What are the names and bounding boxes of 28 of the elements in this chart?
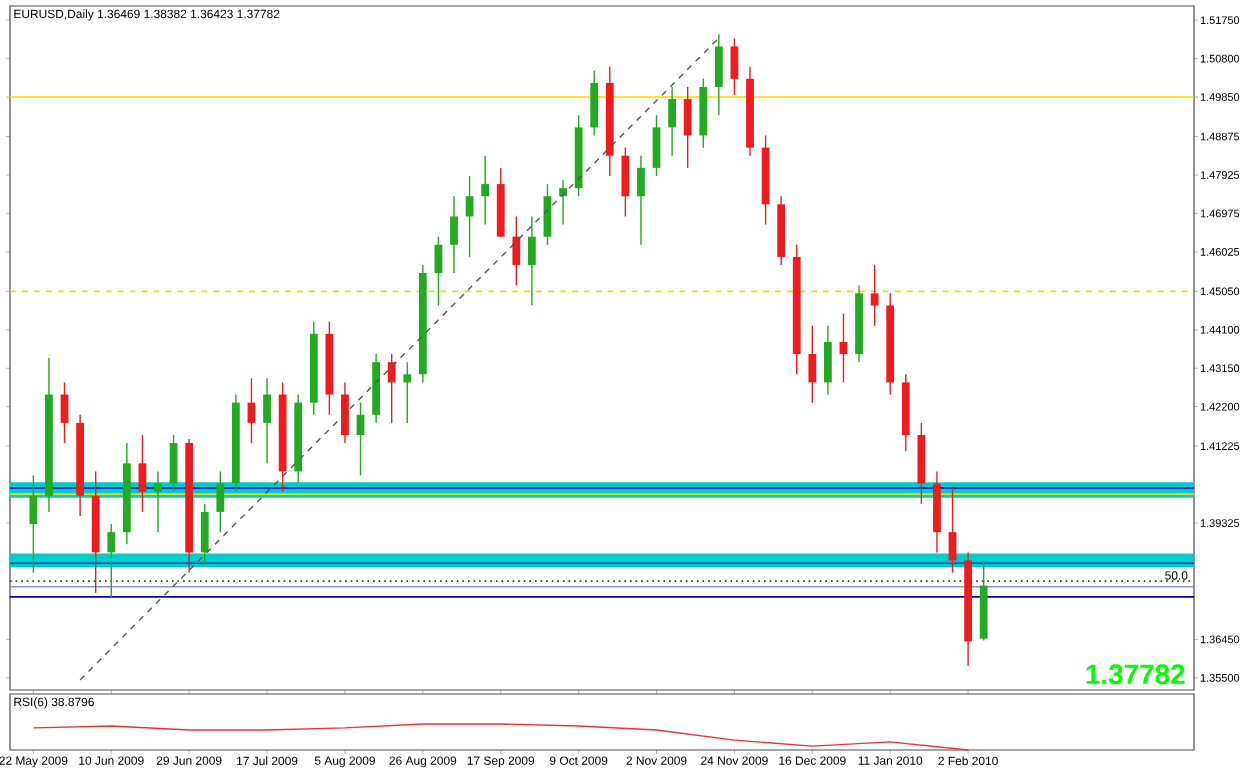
candlestick: [652, 114, 661, 177]
candlestick: [621, 146, 630, 218]
candlestick: [730, 37, 739, 96]
candlestick: [559, 179, 567, 226]
candlestick: [154, 470, 162, 533]
candlestick: [263, 377, 271, 465]
candlestick: [808, 325, 817, 404]
candlestick: [450, 195, 458, 274]
candlestick: [512, 215, 521, 286]
candlestick: [590, 70, 599, 137]
candlestick: [870, 264, 879, 327]
candlestick: [107, 523, 116, 598]
candlestick: [387, 353, 396, 424]
candlestick: [824, 325, 832, 396]
candlestick: [138, 434, 147, 513]
candlestick: [169, 434, 178, 493]
candlestick: [341, 381, 349, 444]
candlestick: [668, 86, 676, 157]
candlestick: [216, 470, 225, 533]
candlestick: [528, 215, 536, 307]
candlestick: [637, 155, 645, 246]
candlestick: [200, 503, 209, 566]
annotation: 1.37782: [1086, 664, 1185, 685]
candlestick: [403, 361, 412, 424]
candlestick: [714, 33, 723, 116]
candlestick: [29, 474, 38, 574]
candlestick: [481, 155, 490, 226]
candlestick: [683, 86, 692, 169]
